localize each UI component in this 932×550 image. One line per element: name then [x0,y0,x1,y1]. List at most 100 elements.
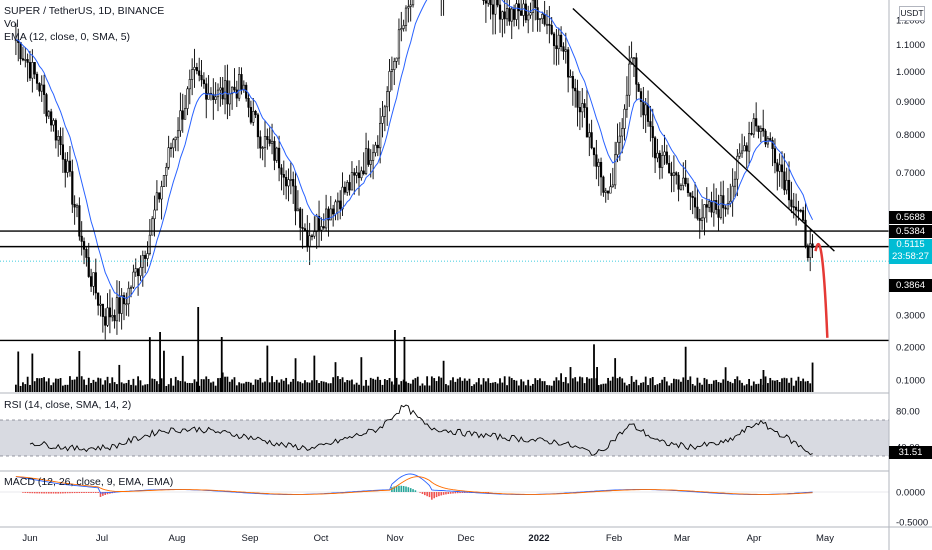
candle-body [616,141,619,156]
volume-bar [297,381,299,392]
candle [238,67,241,102]
macd-histogram-bar [95,492,97,493]
volume-bar [170,378,172,392]
candle [722,180,725,224]
candle [64,152,67,188]
candle [106,293,109,327]
candle [790,181,793,214]
candle-body [529,12,532,16]
candle-body [548,23,551,26]
volume-bar [407,382,410,392]
candle-body [176,130,180,138]
trendline[interactable] [572,7,835,252]
candle [78,197,81,241]
candle-body [656,152,659,159]
candle [26,53,29,82]
candle [693,182,697,219]
macd-histogram-bar [393,486,396,492]
candle [562,42,565,60]
candle [329,195,332,221]
volume-bar [106,376,109,392]
candle [764,128,767,148]
time-tick-label: Feb [606,533,622,544]
candle-body [649,121,652,127]
volume-bar [649,378,652,392]
candle [108,289,111,334]
candle [755,102,758,132]
macd-histogram-bar [55,492,57,494]
volume-bar [621,378,624,392]
candle-body [515,3,518,20]
candle-body [169,147,173,149]
candle [139,255,142,281]
candle [259,130,262,159]
volume-bar [374,379,377,392]
candle [411,0,415,8]
macd-histogram-bar [85,492,88,493]
candle-body [151,218,154,236]
volume-bar [365,379,367,392]
macd-histogram-bar [59,492,62,494]
time-tick-label: Jul [96,533,108,544]
volume-bar [181,355,184,392]
candle-body [557,34,560,50]
macd-histogram-bar [64,492,67,494]
volume-bar [571,378,574,392]
candle-body [625,94,628,110]
candle-body [259,136,262,149]
volume-bar [381,384,384,392]
candle [510,7,513,40]
horizontal-levels[interactable] [0,230,889,342]
candle-body [630,57,633,65]
volume-bar [261,382,264,392]
volume-bar [188,382,191,392]
volume-bar [271,376,273,392]
volume-tick-label: 0.2000 [896,343,925,354]
volume-bar [220,337,223,392]
candle [132,264,135,290]
macd-histogram-bar [487,492,490,493]
macd-histogram-bar [73,492,76,494]
volume-bar [45,381,48,392]
candle-body [247,97,250,108]
candle [614,141,617,190]
volume-bar [543,381,546,392]
candle [275,146,278,163]
volume-bar [400,381,403,392]
candle [146,241,149,267]
volume-bar [795,380,797,392]
rsi-value-tag: 31.51 [889,446,932,459]
volume-bar [473,384,476,392]
time-axis[interactable]: Jun Jul Aug Sep Oct Nov Dec 2022 Feb Mar Apr May [22,533,834,544]
volume-bar [36,378,38,392]
candle-body [811,243,814,248]
volume-bar [184,381,186,392]
volume-bar [485,381,487,392]
candle [285,170,288,200]
volume-bar [141,385,144,392]
candle [212,78,215,120]
candle-body [710,201,713,213]
candle-body [388,71,391,92]
candle [487,0,490,7]
candle-body [82,241,86,250]
volume-bar [120,382,123,392]
candle-body [71,171,74,205]
volume-bar [179,381,182,392]
candle [360,166,363,181]
candle [689,192,692,211]
candle-body [233,86,236,91]
candle [38,82,41,97]
candle [90,268,93,293]
macd-histogram-bar [412,489,414,492]
candle-body [120,295,123,314]
currency-label[interactable]: USDT [899,6,925,21]
volume-bar [809,383,812,392]
volume-bar [127,379,130,392]
candle-body [780,164,784,173]
volume-bar [539,378,541,392]
forecast-arrow[interactable] [814,243,829,338]
candle-body [383,106,386,117]
candle-body [400,28,403,31]
